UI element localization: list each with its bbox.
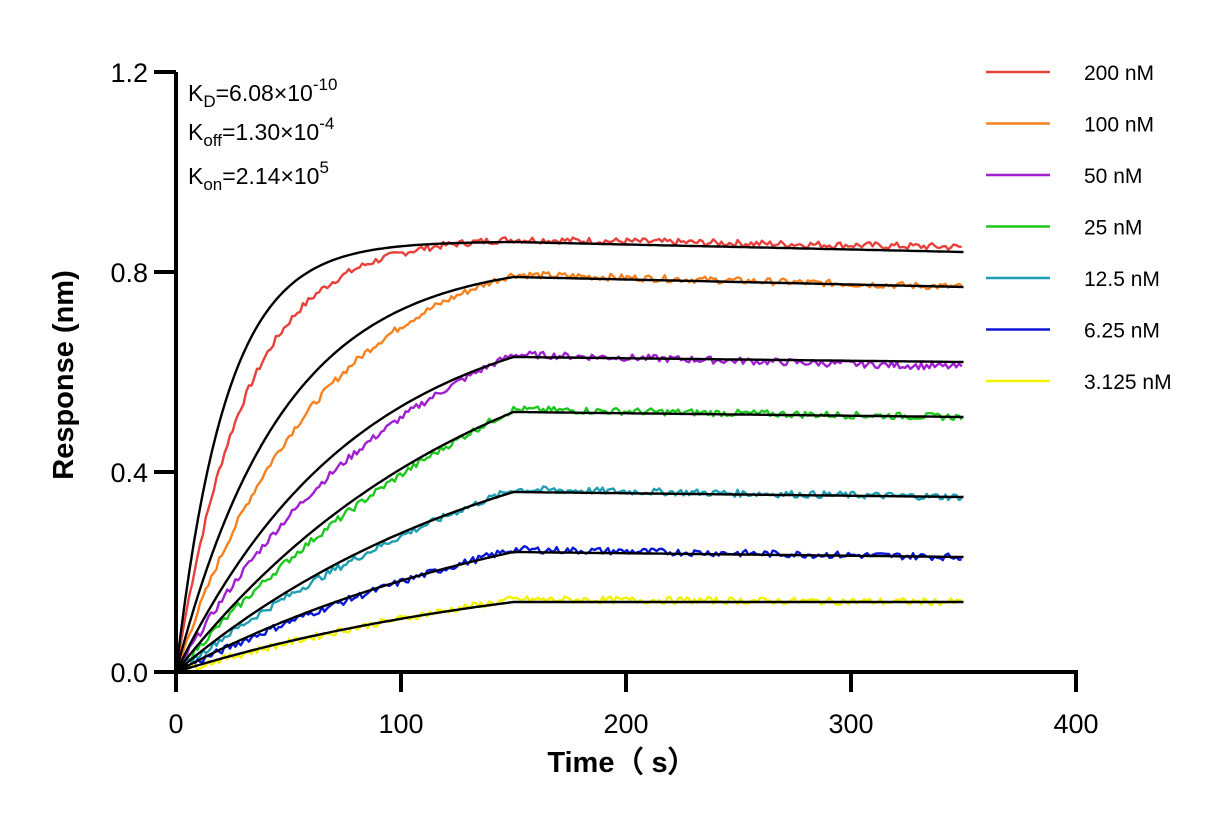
koff-base: K [188,119,204,145]
series-fit-6 [175,600,964,674]
y-ticks: 0.0 0.4 0.8 1.2 [110,58,176,688]
kon-value: =2.14×10 [222,163,319,189]
y-axis-title: Response (nm) [48,270,80,479]
legend-label: 200 nM [1084,62,1154,85]
koff-sub: off [203,131,222,150]
kon-base: K [188,163,204,189]
y-tick-label: 0.0 [110,658,148,688]
koff-value: =1.30×10 [222,119,319,145]
series-fit-3 [175,410,964,673]
legend-label: 100 nM [1084,114,1154,137]
legend-label: 25 nM [1084,217,1142,240]
kd-annotation: KD=6.08×10-10 [188,75,337,111]
x-tick-label: 300 [828,709,873,739]
legend: 200 nM 100 nM 50 nM 25 nM 12.5 nM 6.25 nM 3.12… [986,62,1172,394]
y-tick-label: 0.4 [110,458,148,488]
series-observed-5 [175,545,962,674]
series-fit-5 [175,550,964,674]
kon-sub: on [203,175,222,194]
koff-exponent: -4 [319,114,334,133]
legend-label: 50 nM [1084,165,1142,188]
legend-label: 12.5 nM [1084,268,1160,291]
kd-sub: D [203,92,215,111]
kon-exponent: 5 [319,158,328,177]
series-observed-0 [174,236,962,673]
y-tick-label: 0.8 [110,258,148,288]
legend-label: 3.125 nM [1084,371,1172,394]
legend-label: 6.25 nM [1084,320,1160,343]
series-observed-3 [175,405,963,673]
series-fit-1 [174,275,964,673]
y-tick-label: 1.2 [110,58,148,88]
kon-annotation: Kon=2.14×105 [188,158,329,194]
x-axis-title: Time（ s） [547,746,696,779]
series-fit-0 [174,240,964,673]
kinetic-constants: KD=6.08×10-10 Koff=1.30×10-4 Kon=2.14×10… [188,75,337,194]
series-observed-1 [174,270,963,673]
kd-exponent: -10 [313,75,338,94]
series-observed-6 [175,595,963,674]
series-fit-2 [174,355,964,673]
koff-annotation: Koff=1.30×10-4 [188,114,334,150]
x-tick-label: 100 [378,709,423,739]
x-tick-label: 0 [168,709,183,739]
x-tick-label: 400 [1053,709,1098,739]
series-fit-4 [175,490,964,673]
kd-value: =6.08×10 [216,80,313,106]
x-tick-label: 200 [603,709,648,739]
kd-base: K [188,80,204,106]
x-ticks: 0 100 200 300 400 [168,672,1099,739]
curves-layer [174,236,964,674]
series-observed-4 [175,485,963,673]
axes: 0.0 0.4 0.8 1.2 0 100 200 300 400 [110,58,1098,739]
series-observed-2 [174,350,963,673]
